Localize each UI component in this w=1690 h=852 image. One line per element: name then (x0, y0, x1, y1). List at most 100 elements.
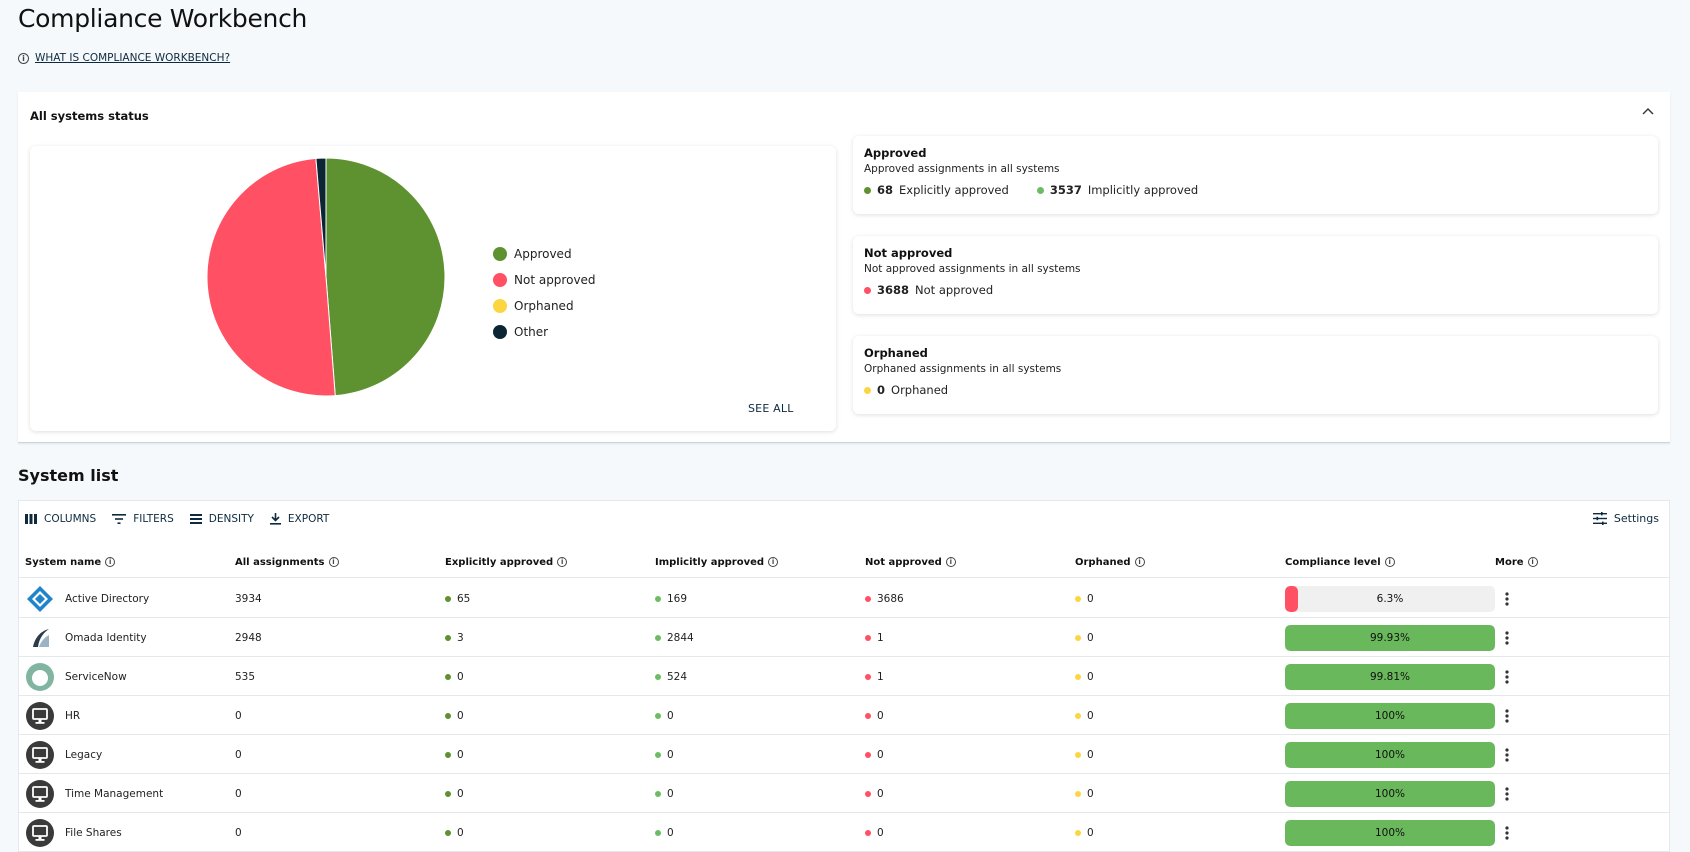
density-button[interactable]: DENSITY (189, 513, 254, 525)
columns-button[interactable]: COLUMNS (25, 513, 96, 525)
pie-chart (206, 157, 446, 397)
system-name[interactable]: HR (65, 709, 81, 722)
system-name-cell[interactable]: Legacy (25, 735, 102, 774)
system-name-cell[interactable]: File Shares (25, 813, 122, 852)
not-approved-cell: 0 (865, 774, 884, 813)
system-name-cell[interactable]: HR (25, 696, 80, 735)
help-link-text[interactable]: WHAT IS COMPLIANCE WORKBENCH? (35, 52, 231, 64)
compliance-level-cell: 100% (1285, 696, 1495, 735)
column-header-explicitly-approved[interactable]: Explicitly approved i (445, 546, 568, 578)
system-name-cell[interactable]: Time Management (25, 774, 163, 813)
all-assignments-cell: 0 (235, 748, 242, 761)
compliance-level-cell: 99.81% (1285, 657, 1495, 696)
status-dot (655, 634, 661, 641)
explicit-cell: 0 (445, 657, 464, 696)
status-dot (865, 751, 871, 758)
system-name-cell[interactable]: ServiceNow (25, 657, 127, 696)
monitor-icon (25, 818, 55, 848)
settings-button[interactable]: Settings (1592, 512, 1659, 525)
column-header-more[interactable]: More i (1495, 546, 1538, 578)
more-options-icon[interactable] (1505, 735, 1509, 774)
compliance-value: 99.81% (1369, 670, 1411, 683)
export-button[interactable]: EXPORT (269, 513, 329, 525)
table-row[interactable]: Omada Identity 2948 3 2844 1 0 99.93% (19, 618, 1669, 657)
legend-item-approved[interactable]: Approved (493, 241, 596, 267)
pie-slice-approved[interactable] (325, 157, 446, 397)
compliance-bar-fill (1285, 624, 1495, 651)
compliance-bar: 100% (1285, 780, 1495, 807)
orphaned-cell: 0 (1075, 618, 1094, 657)
column-header-not-approved[interactable]: Not approved i (865, 546, 956, 578)
implicit-cell: 169 (655, 579, 687, 618)
status-dot (865, 634, 871, 641)
more-options-icon[interactable] (1505, 696, 1509, 735)
info-icon[interactable]: i (1384, 557, 1395, 567)
table-row[interactable]: HR 0 0 0 0 0 100% (19, 696, 1669, 735)
all-assignments-cell: 0 (235, 709, 242, 722)
legend-item-not-approved[interactable]: Not approved (493, 267, 596, 293)
table-row[interactable]: Time Management 0 0 0 0 0 100% (19, 774, 1669, 813)
system-name[interactable]: Time Management (65, 787, 164, 800)
info-icon[interactable]: i (557, 557, 568, 567)
column-header-orphaned[interactable]: Orphaned i (1075, 546, 1145, 578)
legend-swatch (493, 247, 507, 261)
status-dot (655, 712, 661, 719)
omada-identity-icon (25, 623, 55, 653)
column-header-all-assignments[interactable]: All assignments i (235, 546, 339, 578)
info-icon[interactable]: i (945, 557, 956, 567)
system-name[interactable]: Legacy (65, 748, 103, 761)
density-icon (189, 514, 202, 524)
compliance-level-cell: 100% (1285, 735, 1495, 774)
column-header-compliance-level[interactable]: Compliance level i (1285, 546, 1395, 578)
column-header-implicitly-approved[interactable]: Implicitly approved i (655, 546, 779, 578)
more-options-icon[interactable] (1505, 813, 1509, 852)
compliance-bar: 99.93% (1285, 624, 1495, 651)
info-icon[interactable]: i (105, 557, 116, 567)
compliance-bar-fill (1285, 585, 1299, 612)
info-icon[interactable]: i (1134, 557, 1145, 567)
column-header-system-name[interactable]: System name i (25, 546, 116, 578)
legend-label: Approved (514, 247, 572, 261)
system-name[interactable]: Active Directory (65, 592, 150, 605)
table-row[interactable]: File Shares 0 0 0 0 0 100% (19, 813, 1669, 852)
not-approved-cell: 0 (865, 735, 884, 774)
compliance-bar-fill (1285, 741, 1495, 768)
system-name[interactable]: File Shares (65, 826, 122, 839)
filters-button[interactable]: FILTERS (112, 513, 174, 525)
compliance-bar-fill (1285, 780, 1495, 807)
table-row[interactable]: Active Directory 3934 65 169 3686 0 6.3% (19, 579, 1669, 618)
panel-title: All systems status (30, 109, 149, 123)
compliance-value: 6.3% (1376, 592, 1404, 605)
more-options-icon[interactable] (1505, 579, 1509, 618)
help-link[interactable]: i WHAT IS COMPLIANCE WORKBENCH? (18, 52, 230, 64)
pie-slice-not-approved[interactable] (206, 157, 336, 397)
more-options-icon[interactable] (1505, 774, 1509, 813)
system-name[interactable]: ServiceNow (65, 670, 127, 683)
monitor-icon (25, 701, 55, 731)
card-subtitle: Approved assignments in all systems (864, 163, 1060, 175)
more-options-icon[interactable] (1505, 657, 1509, 696)
legend-item-orphaned[interactable]: Orphaned (493, 293, 596, 319)
pie-slice-other[interactable] (315, 157, 327, 278)
legend-item-other[interactable]: Other (493, 319, 596, 345)
chevron-up-icon[interactable] (1642, 104, 1654, 118)
status-dot (445, 634, 451, 641)
info-icon[interactable]: i (1527, 557, 1538, 567)
compliance-value: 100% (1374, 748, 1406, 761)
table-row[interactable]: Legacy 0 0 0 0 0 100% (19, 735, 1669, 774)
see-all-button[interactable]: SEE ALL (748, 402, 794, 415)
system-name[interactable]: Omada Identity (65, 631, 147, 644)
orphaned-cell: 0 (1075, 774, 1094, 813)
system-name-cell[interactable]: Omada Identity (25, 618, 147, 657)
compliance-level-cell: 99.93% (1285, 618, 1495, 657)
table-row[interactable]: ServiceNow 535 0 524 1 0 99.81% (19, 657, 1669, 696)
status-dot (1075, 595, 1081, 602)
status-dot (1075, 634, 1081, 641)
info-icon[interactable]: i (768, 557, 779, 567)
more-options-icon[interactable] (1505, 618, 1509, 657)
all-assignments-cell: 535 (235, 670, 256, 683)
status-dot (1075, 712, 1081, 719)
implicit-cell: 2844 (655, 618, 694, 657)
system-name-cell[interactable]: Active Directory (25, 579, 149, 618)
info-icon[interactable]: i (328, 557, 339, 567)
